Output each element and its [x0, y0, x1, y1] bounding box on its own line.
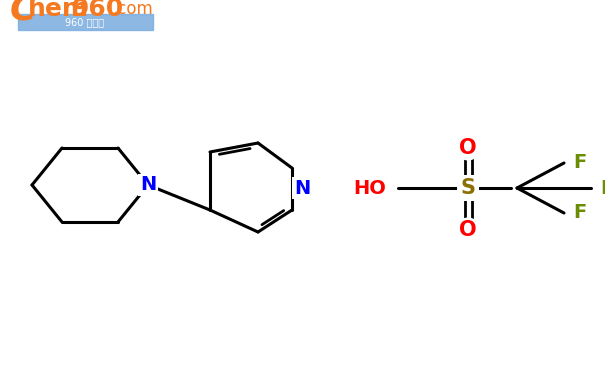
Text: F: F	[573, 204, 586, 222]
Bar	[18, 14, 153, 30]
Text: N: N	[140, 176, 156, 195]
Text: C: C	[10, 0, 36, 26]
Text: O: O	[459, 138, 477, 158]
Text: S: S	[460, 178, 476, 198]
Text: HO: HO	[353, 178, 386, 198]
Text: N: N	[294, 178, 310, 198]
Text: hem: hem	[28, 0, 89, 21]
Text: O: O	[459, 220, 477, 240]
Text: 960: 960	[72, 0, 124, 21]
Text: .com: .com	[112, 0, 152, 18]
Text: F: F	[573, 153, 586, 173]
Text: 960 化工网: 960 化工网	[65, 17, 105, 27]
Text: F: F	[600, 178, 605, 198]
